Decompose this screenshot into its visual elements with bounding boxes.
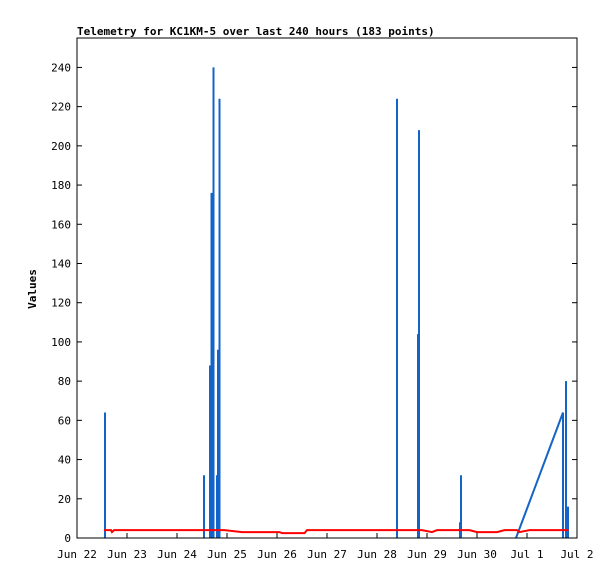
red-series-point [528, 529, 531, 531]
x-tick-label: Jul 1 [510, 548, 543, 561]
red-series-point [111, 531, 113, 533]
red-series-point [431, 531, 433, 533]
chart-title: Telemetry for KC1KM-5 over last 240 hour… [77, 25, 435, 38]
red-series-point [503, 529, 506, 531]
y-tick-label: 0 [64, 532, 71, 545]
red-series-point [436, 529, 438, 531]
red-series-point [476, 531, 478, 533]
red-series-point [241, 531, 243, 533]
plot-frame [76, 37, 578, 539]
axes-layer: 0 20 40 60 80 100 120 140 160 180 200 220 240 Jun 22 J… [51, 61, 593, 561]
x-tick-label: Jun 26 [257, 548, 297, 561]
red-series-point [396, 529, 398, 531]
y-tick-label: 20 [58, 493, 71, 506]
x-tick-label: Jun 29 [407, 548, 447, 561]
red-series-point [110, 529, 112, 531]
x-tick-label: Jun 30 [457, 548, 497, 561]
red-series-point [103, 529, 106, 531]
red-series-point [567, 529, 569, 531]
red-series-point [516, 529, 518, 531]
red-series-point [113, 529, 115, 531]
red-series-point [518, 531, 521, 533]
y-tick-label: 80 [58, 375, 71, 388]
x-tick-label: Jun 22 [57, 548, 97, 561]
series-layer [103, 67, 569, 539]
y-axis-label: Values [26, 269, 39, 309]
x-tick-label: Jun 25 [207, 548, 247, 561]
y-tick-label: 160 [51, 218, 71, 231]
y-tick-label: 120 [51, 297, 71, 310]
y-tick-label: 100 [51, 336, 71, 349]
red-series-point [468, 529, 471, 531]
y-tick-label: 40 [58, 454, 71, 467]
red-series-point [281, 532, 283, 534]
red-series-point [303, 532, 306, 534]
y-tick-label: 180 [51, 179, 71, 192]
x-tick-label: Jul 2 [560, 548, 593, 561]
y-tick-label: 60 [58, 414, 71, 427]
x-tick-label: Jun 23 [107, 548, 147, 561]
x-tick-label: Jun 24 [157, 548, 197, 561]
x-tick-label: Jun 27 [307, 548, 347, 561]
y-tick-label: 220 [51, 101, 71, 114]
red-series-point [278, 531, 281, 533]
x-tick-label: Jun 28 [357, 548, 397, 561]
red-series-point [223, 529, 226, 531]
red-series-point [421, 529, 423, 531]
ramp-segment [515, 412, 564, 539]
y-tick-label: 240 [51, 61, 71, 74]
y-tick-label: 200 [51, 140, 71, 153]
y-tick-label: 140 [51, 257, 71, 270]
red-series-line [104, 529, 568, 535]
red-series-point [496, 531, 498, 533]
red-series-point [306, 529, 308, 531]
